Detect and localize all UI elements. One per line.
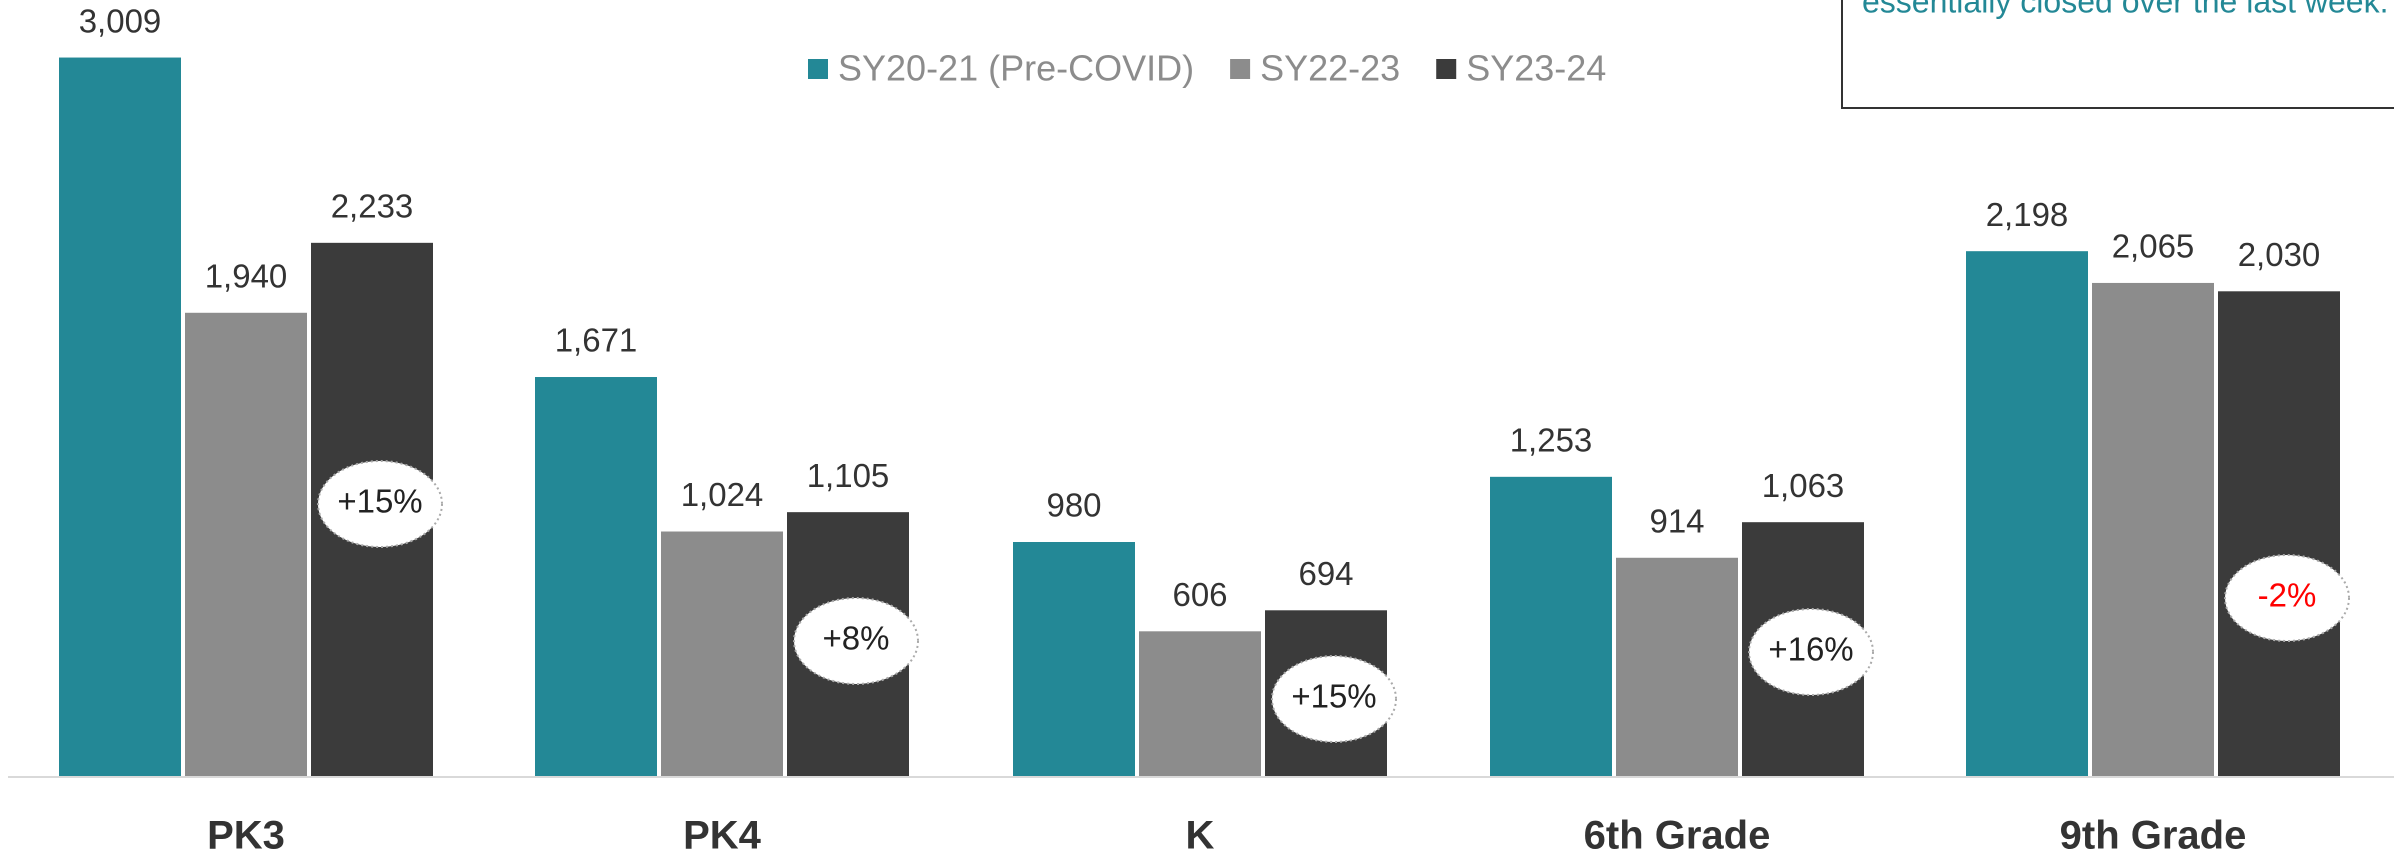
change-bubble: [317, 460, 443, 548]
change-bubble: [793, 597, 919, 685]
annotation-box: [1841, 0, 2394, 109]
value-label: 2,030: [2238, 236, 2321, 273]
bar: [535, 377, 657, 776]
legend-label: SY22-23: [1260, 48, 1400, 89]
change-label: +15%: [1291, 678, 1376, 715]
change-label: +8%: [823, 620, 890, 657]
x-tick-label: K: [1186, 814, 1215, 858]
change-label: +16%: [1768, 631, 1853, 668]
legend-swatch: [1436, 59, 1457, 79]
value-label: 694: [1298, 555, 1353, 592]
x-tick-label: PK3: [207, 814, 285, 858]
value-label: 2,065: [2112, 228, 2195, 265]
value-label: 1,105: [807, 457, 890, 494]
value-label: 2,233: [331, 188, 414, 225]
value-label: 1,671: [555, 322, 638, 359]
bar: [1966, 251, 2088, 776]
change-bubble: [2224, 554, 2350, 642]
bar: [1490, 476, 1612, 776]
legend-swatch: [808, 59, 828, 79]
bar: [185, 312, 307, 776]
x-tick-label: PK4: [683, 814, 762, 858]
bar: [1139, 631, 1261, 776]
value-label: 2,198: [1986, 196, 2069, 233]
bar: [2092, 282, 2214, 776]
bar: [661, 531, 783, 776]
legend-swatch: [1230, 59, 1251, 79]
legend-label: SY20-21 (Pre-COVID): [838, 48, 1194, 89]
value-label: 1,024: [681, 476, 764, 513]
value-label: 3,009: [79, 2, 162, 39]
x-tick-label: 6th Grade: [1584, 814, 1771, 858]
value-label: 980: [1046, 487, 1101, 524]
legend-label: SY23-24: [1466, 48, 1606, 89]
value-label: 1,940: [205, 258, 288, 295]
change-bubble: [1271, 655, 1397, 743]
bar: [2218, 291, 2340, 776]
x-tick-label: 9th Grade: [2060, 814, 2247, 858]
change-bubble: [1748, 608, 1874, 696]
annotation: essentially closed over the last week.: [1862, 0, 2388, 19]
bar: [1616, 557, 1738, 776]
change-label: -2%: [2258, 577, 2317, 614]
bar: [59, 57, 181, 776]
change-label: +15%: [337, 483, 422, 520]
value-label: 1,253: [1510, 422, 1593, 459]
value-label: 914: [1649, 502, 1704, 539]
bar: [1013, 542, 1135, 776]
value-label: 1,063: [1762, 467, 1845, 504]
value-label: 606: [1172, 576, 1227, 613]
